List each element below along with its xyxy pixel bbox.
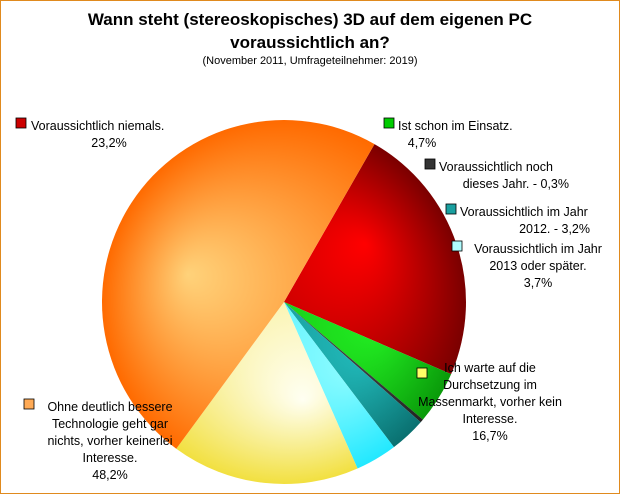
legend-marker-5 [451, 240, 463, 252]
slice-label-7: Ohne deutlich bessere Technologie geht ga… [47, 400, 172, 482]
slice-label-1: Voraussichtlich niemals. 23,2% [31, 119, 164, 150]
pie-slice-4 [284, 302, 421, 448]
pie-slice-5 [284, 302, 394, 469]
chart-title-line-2: voraussichtlich an? [230, 33, 390, 52]
chart-subtitle: (November 2011, Umfrageteilnehmer: 2019) [202, 55, 418, 67]
legend-marker-7 [23, 398, 35, 410]
slice-label-6: Ich warte auf die Durchsetzung im Massenma… [418, 361, 562, 443]
pie-slice-7 [101, 119, 375, 449]
slice-label-2: Ist schon im Einsatz. 4,7% [398, 119, 513, 150]
slice-label-5: Voraussichtlich im Jahr 2013 oder später.… [474, 242, 602, 290]
pie-slice-2 [284, 302, 452, 420]
legend-marker-3 [424, 158, 436, 170]
legend-marker-6 [416, 367, 428, 379]
pie-slice-1 [284, 144, 466, 375]
slice-label-3: Voraussichtlich noch dieses Jahr. - 0,3% [439, 160, 569, 191]
pie-slice-3 [284, 302, 423, 423]
legend-marker-1 [15, 117, 27, 129]
slice-label-4: Voraussichtlich im Jahr 2012. - 3,2% [460, 205, 590, 236]
chart-title-line-1: Wann steht (stereoskopisches) 3D auf dem… [87, 10, 533, 29]
legend-marker-2 [383, 117, 395, 129]
legend-marker-4 [445, 203, 457, 215]
pie-slice-6 [176, 302, 358, 485]
